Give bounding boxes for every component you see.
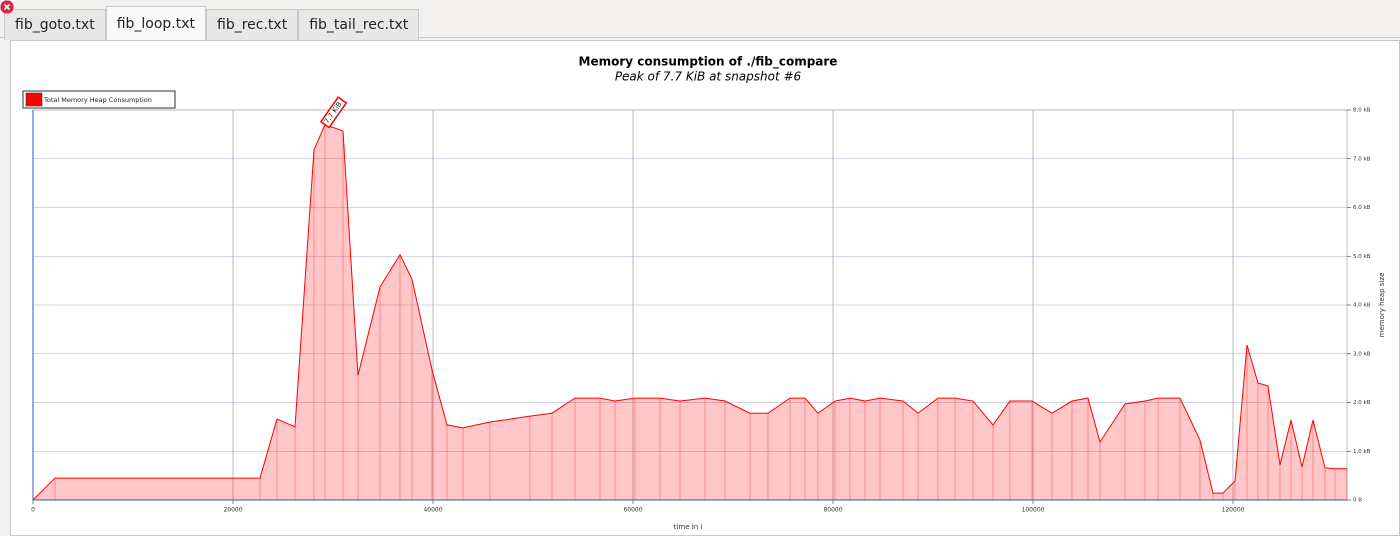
x-tick-label: 100000 [1022, 507, 1045, 514]
chart-subtitle: Peak of 7.7 KiB at snapshot #6 [615, 70, 802, 84]
legend-label: Total Memory Heap Consumption [43, 96, 152, 104]
x-tick-label: 80000 [823, 507, 842, 514]
y-tick-label: 8.0 kB [1353, 108, 1371, 114]
x-tick-label: 20000 [223, 507, 242, 514]
x-tick-label: 0 [31, 507, 35, 514]
peak-box [319, 96, 348, 129]
y-axis-label: memory heap size [1378, 273, 1386, 338]
tab-label[interactable]: fib_goto.txt [15, 17, 95, 33]
tab[interactable]: fib_loop.txt [0, 0, 207, 40]
x-tick-label: 40000 [423, 507, 442, 514]
tab[interactable]: fib_rec.txt [0, 0, 299, 40]
tab-label[interactable]: fib_loop.txt [116, 15, 196, 32]
x-axis-label: time in i [674, 523, 703, 531]
x-tick-label: 60000 [623, 507, 642, 514]
tab-bar: fib_goto.txt fib_loop.txt fib_rec.txt fib_t… [0, 0, 1400, 40]
chart-title: Memory consumption of ./fib_compare [579, 55, 838, 70]
y-tick-label: 5.0 kB [1353, 254, 1371, 260]
area-fill [33, 124, 1347, 500]
y-tick-label: 6.0 kB [1353, 205, 1371, 211]
tab-label[interactable]: fib_rec.txt [217, 17, 288, 33]
y-tick-label: 7.0 kB [1353, 156, 1371, 162]
y-tick-label: 4.0 kB [1353, 303, 1371, 309]
x-tick-label: 120000 [1222, 507, 1245, 514]
legend-swatch [25, 92, 43, 107]
tab[interactable]: fib_tail_rec.txt [0, 0, 420, 40]
legend-box [22, 90, 176, 109]
tab-label[interactable]: fib_tail_rec.txt [309, 17, 409, 33]
y-tick-label: 0 B [1353, 498, 1362, 504]
tab[interactable]: fib_goto.txt [0, 0, 106, 40]
y-tick-label: 2.0 kB [1353, 400, 1371, 406]
close-button[interactable] [0, 0, 14, 14]
y-tick-label: 3.0 kB [1353, 351, 1371, 357]
y-tick-label: 1.0 kB [1353, 449, 1371, 455]
area-line [32, 123, 1347, 501]
